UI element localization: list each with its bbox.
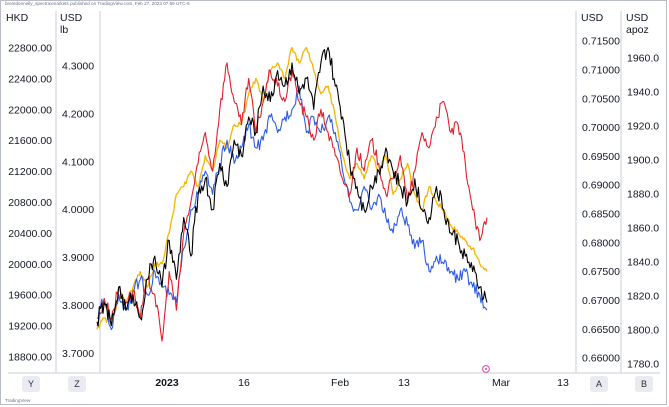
series-line-orange xyxy=(96,46,488,330)
usd-tick-5: 0.69000 xyxy=(582,180,620,192)
usd-apoz-tick-3: 1900.0 xyxy=(627,155,659,167)
usd-lb-axis-unit-2: lb xyxy=(60,24,69,36)
usd-apoz-tick-6: 1840.0 xyxy=(627,257,659,269)
usd-tick-9: 0.67000 xyxy=(582,295,620,307)
plot-series xyxy=(96,46,488,342)
usd-tick-3: 0.70000 xyxy=(582,122,620,134)
hkd-tick-0: 22800.00 xyxy=(8,42,52,54)
series-line-red xyxy=(96,62,488,342)
scale-b-badge[interactable]: B xyxy=(635,376,653,392)
scale-z-badge[interactable]: Z xyxy=(68,376,86,392)
usd-lb-tick-2: 4.1000 xyxy=(62,156,94,168)
hkd-tick-1: 22400.00 xyxy=(8,73,52,85)
hkd-tick-8: 19600.00 xyxy=(8,290,52,302)
hkd-tick-5: 20800.00 xyxy=(8,197,52,209)
usd-tick-6: 0.68500 xyxy=(582,209,620,221)
usd-tick-2: 0.70500 xyxy=(582,93,620,105)
x-tick-1: 16 xyxy=(238,377,250,389)
usd-tick-11: 0.66000 xyxy=(582,353,620,365)
usd-apoz-axis-unit: USD xyxy=(626,12,649,24)
hkd-tick-6: 20400.00 xyxy=(8,228,52,240)
usd-lb-tick-3: 4.0000 xyxy=(62,204,94,216)
scale-y-badge[interactable]: Y xyxy=(22,376,40,392)
usd-lb-tick-1: 4.2000 xyxy=(62,108,94,120)
x-tick-0: 2023 xyxy=(155,377,179,389)
series-line-black xyxy=(96,46,488,327)
usd-lb-axis-unit: USD xyxy=(60,12,83,24)
usd-apoz-axis-unit-2: apoz xyxy=(626,24,649,36)
hkd-tick-3: 21600.00 xyxy=(8,135,52,147)
usd-tick-7: 0.68000 xyxy=(582,237,620,249)
usd-apoz-tick-4: 1880.0 xyxy=(627,189,659,201)
usd-apoz-tick-2: 1920.0 xyxy=(627,121,659,133)
tradingview-watermark: TradingView xyxy=(5,398,31,403)
hkd-tick-7: 20000.00 xyxy=(8,259,52,271)
usd-tick-4: 0.69500 xyxy=(582,151,620,163)
usd-lb-tick-4: 3.9000 xyxy=(62,252,94,264)
hkd-axis-unit: HKD xyxy=(6,12,29,24)
usd-tick-1: 0.71000 xyxy=(582,64,620,76)
scale-a-badge[interactable]: A xyxy=(590,376,608,392)
hkd-tick-4: 21200.00 xyxy=(8,166,52,178)
x-tick-2: Feb xyxy=(331,377,349,389)
usd-apoz-tick-0: 1960.0 xyxy=(627,53,659,65)
usd-apoz-tick-9: 1780.0 xyxy=(627,359,659,371)
usd-lb-tick-6: 3.7000 xyxy=(62,348,94,360)
hkd-tick-9: 19200.00 xyxy=(8,321,52,333)
usd-apoz-tick-1: 1940.0 xyxy=(627,87,659,99)
x-tick-5: 13 xyxy=(557,377,569,389)
usd-tick-10: 0.66500 xyxy=(582,324,620,336)
usd-apoz-tick-8: 1800.0 xyxy=(627,325,659,337)
usd-apoz-tick-5: 1860.0 xyxy=(627,223,659,235)
usd-tick-8: 0.67500 xyxy=(582,266,620,278)
usd-axis-unit: USD xyxy=(581,12,604,24)
usd-tick-0: 0.71500 xyxy=(582,36,620,48)
replay-marker-icon xyxy=(482,365,490,373)
publish-info: brentdonnelly_spectraxmarkets published … xyxy=(5,1,190,6)
x-tick-4: Mar xyxy=(492,377,511,389)
hkd-tick-2: 22000.00 xyxy=(8,104,52,116)
series-line-blue xyxy=(96,85,488,331)
hkd-tick-10: 18800.00 xyxy=(8,352,52,364)
usd-lb-tick-0: 4.3000 xyxy=(62,61,94,73)
x-tick-3: 13 xyxy=(398,377,410,389)
usd-apoz-tick-7: 1820.0 xyxy=(627,291,659,303)
usd-lb-tick-5: 3.8000 xyxy=(62,300,94,312)
tick-labels: 22800.00 22400.00 22000.00 21600.00 21200.00… xyxy=(8,36,659,389)
